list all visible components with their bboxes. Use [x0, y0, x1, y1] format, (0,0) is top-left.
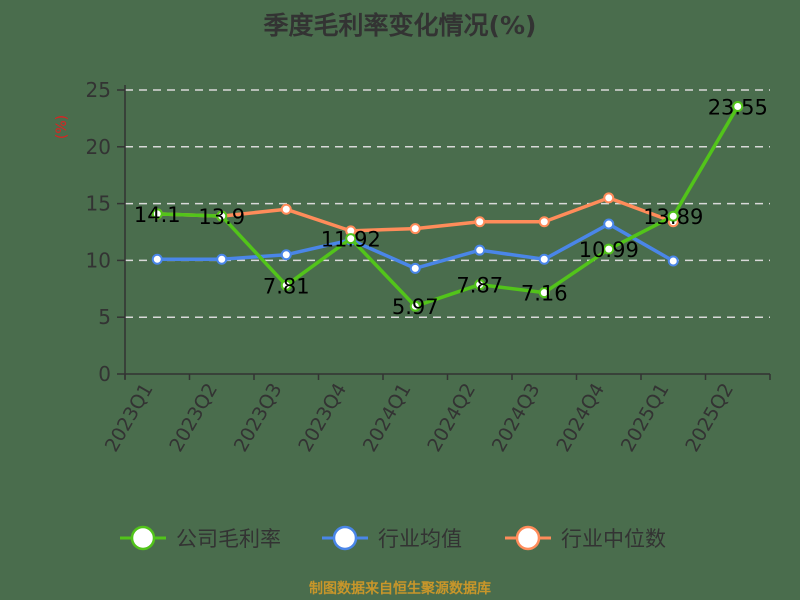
legend-marker-icon	[515, 525, 541, 551]
x-tick-label: 2023Q1	[101, 380, 158, 456]
data-label: 11.92	[321, 228, 381, 252]
data-label: 7.87	[456, 274, 503, 298]
data-label: 23.55	[708, 95, 768, 119]
data-point[interactable]	[280, 279, 292, 291]
series-industry-avg	[151, 218, 679, 274]
data-label: 10.99	[579, 238, 639, 262]
x-tick-label: 2024Q3	[488, 380, 545, 456]
y-tick-label: 10	[86, 248, 111, 272]
y-tick-label: 5	[98, 305, 111, 329]
legend-item[interactable]: 公司毛利率	[120, 525, 281, 551]
x-tick-label: 2023Q3	[230, 380, 287, 456]
legend-marker-icon	[130, 525, 156, 551]
data-point[interactable]	[409, 300, 421, 312]
data-label: 7.16	[521, 282, 568, 306]
data-point[interactable]	[151, 253, 163, 265]
data-label: 13.89	[643, 205, 703, 229]
data-point[interactable]	[603, 192, 615, 204]
legend-item[interactable]: 行业中位数	[505, 525, 666, 551]
data-point[interactable]	[538, 287, 550, 299]
x-tick-label: 2025Q1	[617, 380, 674, 456]
data-point[interactable]	[151, 208, 163, 220]
data-point[interactable]	[409, 223, 421, 235]
data-point[interactable]	[538, 216, 550, 228]
x-tick-label: 2023Q4	[294, 380, 351, 456]
legend-label: 公司毛利率	[176, 527, 281, 551]
data-point[interactable]	[345, 233, 357, 245]
legend-item[interactable]: 行业均值	[322, 525, 462, 551]
data-label: 7.81	[263, 274, 310, 298]
x-tick-label: 2023Q2	[165, 380, 222, 456]
data-point[interactable]	[474, 244, 486, 256]
data-point[interactable]	[538, 253, 550, 265]
x-tick-label: 2024Q2	[423, 380, 480, 456]
data-point[interactable]	[474, 279, 486, 291]
data-point[interactable]	[216, 253, 228, 265]
data-point[interactable]	[216, 210, 228, 222]
y-tick-label: 25	[86, 78, 111, 102]
data-point[interactable]	[409, 262, 421, 274]
data-point[interactable]	[474, 216, 486, 228]
legend-marker-icon	[332, 525, 358, 551]
y-tick-label: 20	[86, 135, 111, 159]
y-tick-label: 15	[86, 192, 111, 216]
x-tick-label: 2024Q1	[359, 380, 416, 456]
data-point[interactable]	[280, 203, 292, 215]
chart-title: 季度毛利率变化情况(%)	[263, 11, 537, 40]
y-tick-label: 0	[98, 362, 111, 386]
y-axis-unit-label: (%)	[54, 115, 70, 139]
source-footer: 制图数据来自恒生聚源数据库	[309, 581, 491, 597]
legend-label: 行业均值	[378, 527, 462, 551]
data-point[interactable]	[667, 210, 679, 222]
data-point[interactable]	[280, 249, 292, 261]
data-point[interactable]	[732, 100, 744, 112]
series-company	[151, 100, 744, 312]
x-tick-label: 2024Q4	[552, 380, 609, 456]
legend: 公司毛利率 行业均值 行业中位数	[120, 525, 666, 551]
data-label: 13.9	[198, 205, 245, 229]
data-label: 5.97	[392, 295, 439, 319]
data-label: 14.1	[134, 203, 181, 227]
data-point[interactable]	[603, 218, 615, 230]
data-point[interactable]	[603, 243, 615, 255]
legend-label: 行业中位数	[561, 527, 666, 551]
data-point[interactable]	[667, 255, 679, 267]
x-tick-label: 2025Q2	[681, 380, 738, 456]
